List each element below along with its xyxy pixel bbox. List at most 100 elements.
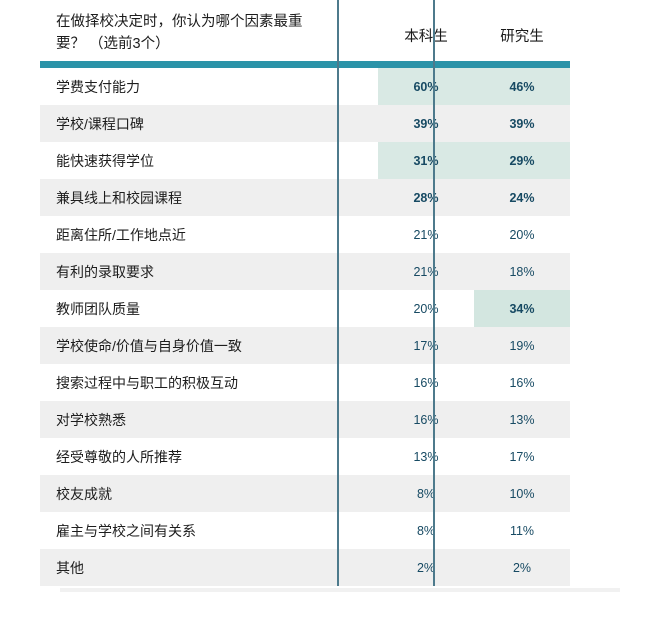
undergrad-value-cell: 21% — [378, 253, 474, 290]
undergrad-value: 13% — [413, 449, 439, 464]
grad-value: 17% — [509, 449, 535, 464]
grad-value-cell: 34% — [474, 290, 570, 327]
grad-value: 18% — [509, 264, 535, 279]
grad-value: 16% — [509, 375, 535, 390]
table-row: 对学校熟悉 16% 13% — [40, 401, 570, 438]
row-label: 兼具线上和校园课程 — [56, 189, 182, 206]
question-header-cell: 在做择校决定时，你认为哪个因素最重 要？ （选前3个） — [40, 0, 378, 61]
grad-value: 13% — [509, 412, 535, 427]
undergrad-value-cell: 8% — [378, 512, 474, 549]
undergrad-value: 28% — [413, 190, 439, 205]
grad-value: 19% — [509, 338, 535, 353]
undergrad-value: 20% — [413, 301, 439, 316]
header-accent-bar — [40, 61, 570, 68]
question-line-1: 在做择校决定时，你认为哪个因素最重 — [56, 14, 303, 30]
row-label-cell: 搜索过程中与职工的积极互动 — [40, 364, 378, 401]
grad-value: 20% — [509, 227, 535, 242]
row-label: 其他 — [56, 559, 84, 576]
grad-value-cell: 46% — [474, 68, 570, 105]
row-label: 有利的录取要求 — [56, 263, 154, 280]
column-header-undergraduate: 本科生 — [404, 29, 448, 45]
undergrad-value-cell: 16% — [378, 401, 474, 438]
table-row: 距离住所/工作地点近 21% 20% — [40, 216, 570, 253]
grad-value-cell: 11% — [474, 512, 570, 549]
undergrad-value-cell: 16% — [378, 364, 474, 401]
table-header: 在做择校决定时，你认为哪个因素最重 要？ （选前3个） 本科生 研究生 — [40, 0, 570, 61]
row-label: 能快速获得学位 — [56, 152, 154, 169]
undergrad-value: 21% — [413, 227, 439, 242]
undergrad-value-cell: 60% — [378, 68, 474, 105]
undergrad-value-cell: 20% — [378, 290, 474, 327]
row-label: 校友成就 — [56, 485, 112, 502]
grad-value-cell: 10% — [474, 475, 570, 512]
undergrad-value: 39% — [413, 116, 439, 131]
undergrad-value-cell: 2% — [378, 549, 474, 586]
grad-value: 10% — [509, 486, 535, 501]
row-label-cell: 教师团队质量 — [40, 290, 378, 327]
row-label-cell: 学校使命/价值与自身价值一致 — [40, 327, 378, 364]
survey-results-table: 在做择校决定时，你认为哪个因素最重 要？ （选前3个） 本科生 研究生 学费支付… — [40, 0, 570, 586]
grad-value: 2% — [512, 560, 532, 575]
column-divider-right — [433, 0, 435, 586]
row-label-cell: 对学校熟悉 — [40, 401, 378, 438]
grad-value: 29% — [509, 153, 535, 168]
table-row: 雇主与学校之间有关系 8% 11% — [40, 512, 570, 549]
grad-value: 39% — [509, 116, 535, 131]
table-row: 经受尊敬的人所推荐 13% 17% — [40, 438, 570, 475]
row-label: 对学校熟悉 — [56, 411, 126, 428]
grad-value-cell: 17% — [474, 438, 570, 475]
question-line-2: 要？ （选前3个） — [56, 36, 170, 52]
row-label: 教师团队质量 — [56, 300, 140, 317]
row-label-cell: 学校/课程口碑 — [40, 105, 378, 142]
undergrad-value: 16% — [413, 375, 439, 390]
undergrad-value: 17% — [413, 338, 439, 353]
table-row: 有利的录取要求 21% 18% — [40, 253, 570, 290]
table-row: 学校/课程口碑 39% 39% — [40, 105, 570, 142]
undergrad-value: 21% — [413, 264, 439, 279]
row-label: 学费支付能力 — [56, 78, 140, 95]
row-label-cell: 有利的录取要求 — [40, 253, 378, 290]
row-label-cell: 距离住所/工作地点近 — [40, 216, 378, 253]
row-label-cell: 学费支付能力 — [40, 68, 378, 105]
table-row: 能快速获得学位 31% 29% — [40, 142, 570, 179]
row-label-cell: 兼具线上和校园课程 — [40, 179, 378, 216]
row-label-cell: 其他 — [40, 549, 378, 586]
undergrad-value: 31% — [413, 153, 439, 168]
grad-value-cell: 24% — [474, 179, 570, 216]
row-label-cell: 经受尊敬的人所推荐 — [40, 438, 378, 475]
grad-value-cell: 13% — [474, 401, 570, 438]
table-body: 学费支付能力 60% 46% 学校/课程口碑 39% 39% 能快速获得学位 3… — [40, 68, 570, 586]
grad-value: 34% — [509, 301, 535, 316]
undergrad-value-cell: 39% — [378, 105, 474, 142]
undergrad-value: 8% — [416, 523, 436, 538]
undergrad-value-cell: 28% — [378, 179, 474, 216]
column-header-graduate: 研究生 — [500, 29, 544, 45]
grad-value: 11% — [509, 523, 535, 538]
row-label-cell: 能快速获得学位 — [40, 142, 378, 179]
undergrad-value-cell: 8% — [378, 475, 474, 512]
table-row: 搜索过程中与职工的积极互动 16% 16% — [40, 364, 570, 401]
grad-value: 24% — [509, 190, 535, 205]
shadow-artifact — [60, 588, 620, 592]
table-row: 兼具线上和校园课程 28% 24% — [40, 179, 570, 216]
row-label: 搜索过程中与职工的积极互动 — [56, 374, 238, 391]
grad-value-cell: 20% — [474, 216, 570, 253]
row-label: 雇主与学校之间有关系 — [56, 522, 196, 539]
row-label-cell: 雇主与学校之间有关系 — [40, 512, 378, 549]
grad-value-cell: 29% — [474, 142, 570, 179]
grad-value: 46% — [509, 79, 535, 94]
table-row: 学校使命/价值与自身价值一致 17% 19% — [40, 327, 570, 364]
undergrad-value-cell: 17% — [378, 327, 474, 364]
undergrad-value-cell: 21% — [378, 216, 474, 253]
table-row: 学费支付能力 60% 46% — [40, 68, 570, 105]
column-divider-left — [337, 0, 339, 586]
undergrad-value-cell: 31% — [378, 142, 474, 179]
row-label: 学校使命/价值与自身价值一致 — [56, 337, 242, 354]
undergrad-value: 2% — [416, 560, 436, 575]
undergrad-value: 8% — [416, 486, 436, 501]
grad-value-cell: 39% — [474, 105, 570, 142]
table-row: 教师团队质量 20% 34% — [40, 290, 570, 327]
table-row: 其他 2% 2% — [40, 549, 570, 586]
grad-value-cell: 19% — [474, 327, 570, 364]
